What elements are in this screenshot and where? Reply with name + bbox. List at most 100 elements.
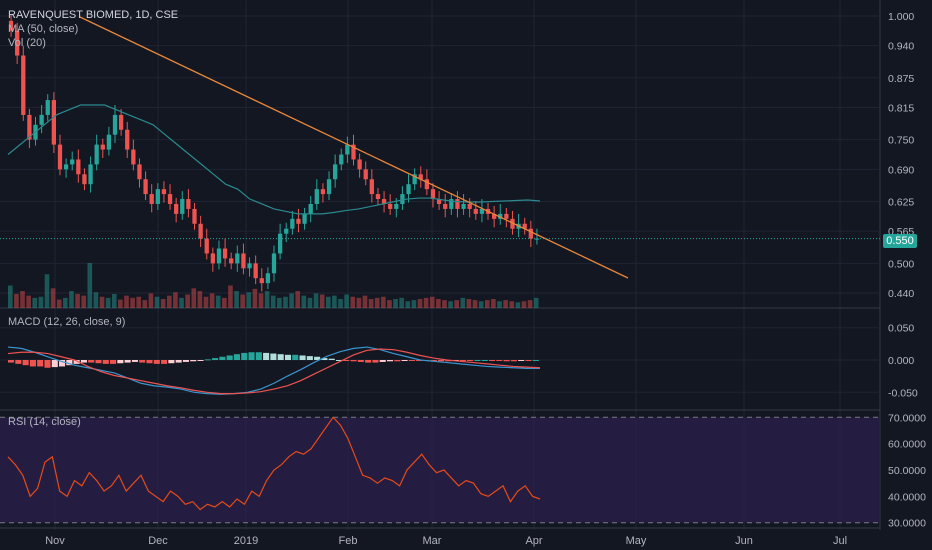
- macd-histogram-bar: [190, 360, 197, 362]
- volume-bar: [368, 299, 374, 308]
- candle: [369, 169, 374, 203]
- volume-legend[interactable]: Vol (20): [8, 37, 46, 49]
- volume-bar: [338, 299, 343, 308]
- candle: [302, 207, 307, 230]
- rsi-tick-label: 60.0000: [888, 439, 926, 451]
- macd-histogram-bar: [459, 360, 466, 361]
- candle: [388, 194, 393, 215]
- volume-bar: [509, 301, 515, 308]
- candle: [345, 136, 350, 163]
- candle-body: [406, 184, 411, 195]
- macd-histogram-bar: [467, 360, 474, 361]
- rsi-legend[interactable]: RSI (14, close): [8, 416, 81, 428]
- macd-histogram-bar: [102, 360, 109, 364]
- macd-signal-line: [7, 348, 541, 395]
- candle-body: [357, 159, 362, 170]
- candle: [290, 210, 295, 235]
- candle: [461, 194, 466, 215]
- volume-bar: [142, 300, 148, 308]
- volume-bar: [105, 297, 111, 308]
- candle-body: [510, 218, 515, 229]
- macd-histogram-bar: [350, 360, 357, 362]
- price-tick-label: 0.500: [888, 258, 914, 270]
- candle-body: [430, 189, 436, 200]
- macd-histogram-bar: [386, 360, 394, 362]
- macd-tick-label: 0.050: [888, 323, 914, 335]
- volume-bar: [99, 296, 105, 308]
- volume-bar: [362, 295, 368, 308]
- candle-body: [155, 189, 160, 204]
- macd-histogram-bar: [168, 360, 175, 364]
- macd-histogram-bar: [59, 360, 66, 367]
- candle: [333, 154, 338, 188]
- x-tick-label: Mar: [423, 535, 442, 547]
- volume-bar: [154, 296, 160, 308]
- candle-body: [467, 203, 472, 209]
- candle: [534, 228, 540, 245]
- candle: [253, 255, 258, 285]
- macd-histogram-bar: [365, 360, 372, 363]
- volume-bar: [436, 299, 441, 308]
- candle-body: [333, 164, 338, 180]
- candle-body: [455, 199, 460, 209]
- last-price-tag: 0.550: [883, 234, 917, 248]
- candle-body: [241, 253, 246, 269]
- macd-histogram-bar: [241, 352, 248, 360]
- candle: [131, 139, 136, 171]
- volume-bar: [381, 296, 386, 308]
- candle-body: [375, 194, 381, 200]
- candle: [118, 108, 124, 136]
- macd-histogram-bar: [372, 360, 379, 363]
- candle-body: [76, 159, 81, 175]
- macd-histogram-bar: [204, 359, 211, 361]
- ma-legend[interactable]: MA (50, close): [8, 23, 79, 35]
- candle-body: [88, 164, 93, 185]
- macd-histogram-bar: [175, 360, 182, 363]
- candle: [528, 220, 533, 248]
- macd-histogram-bar: [197, 360, 204, 361]
- x-tick-label: Jun: [735, 535, 753, 547]
- volume-bar: [32, 297, 38, 308]
- volume-bar: [246, 292, 252, 308]
- candle-body: [57, 144, 63, 170]
- candle-body: [21, 55, 26, 115]
- volume-bar: [497, 301, 502, 308]
- candle-body: [320, 189, 326, 195]
- candle-body: [498, 213, 503, 219]
- volume-bar: [258, 293, 264, 308]
- macd-legend[interactable]: MACD (12, 26, close, 9): [8, 316, 126, 328]
- candle: [143, 171, 148, 201]
- macd-histogram-bar: [146, 360, 153, 364]
- x-tick-label: Feb: [339, 535, 358, 547]
- macd-histogram-bar: [124, 360, 131, 363]
- candle-body: [436, 199, 442, 204]
- volume-bar: [313, 293, 319, 308]
- volume-bar: [270, 295, 276, 308]
- macd-tick-label: -0.050: [888, 387, 918, 399]
- volume-bar: [521, 301, 527, 308]
- candle-body: [491, 213, 497, 219]
- volume-bar: [319, 294, 325, 308]
- price-tick-label: 0.815: [888, 102, 914, 114]
- candle-body: [94, 144, 99, 165]
- volume-bar: [399, 297, 404, 308]
- candle-body: [180, 199, 185, 214]
- candle: [27, 108, 32, 149]
- symbol-title[interactable]: RAVENQUEST BIOMED, 1D, CSE: [8, 9, 179, 21]
- price-tick-label: 0.440: [888, 288, 914, 300]
- candle-body: [186, 199, 191, 209]
- candle: [137, 158, 142, 188]
- candle-body: [394, 203, 399, 209]
- rsi-tick-label: 50.0000: [888, 465, 926, 477]
- volume-bar: [295, 291, 301, 308]
- volume-bar: [423, 297, 429, 308]
- candle: [155, 183, 160, 210]
- volume-bar: [356, 297, 362, 308]
- candle-body: [271, 253, 277, 274]
- candle-body: [161, 189, 167, 195]
- macd-histogram-bar: [357, 360, 364, 362]
- macd-histogram-bar: [153, 360, 160, 364]
- x-tick-label: Jul: [833, 535, 847, 547]
- volume-bar: [454, 300, 460, 308]
